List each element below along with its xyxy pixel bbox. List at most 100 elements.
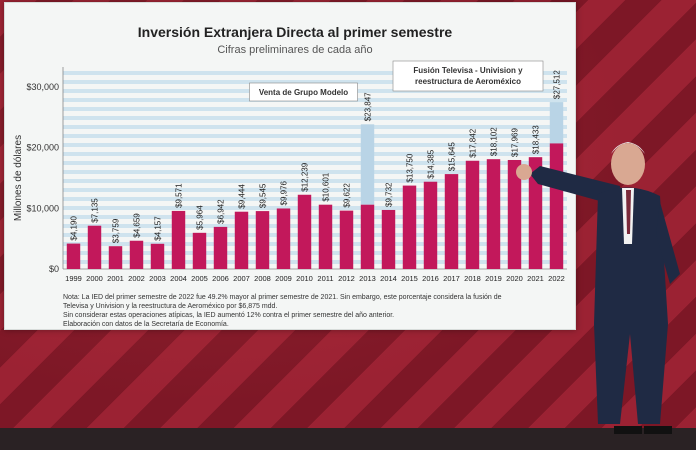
speaker-left-arm <box>656 202 680 284</box>
data-label-2007: $9,444 <box>238 184 247 209</box>
x-tick-label: 2002 <box>128 274 145 283</box>
bar-2007 <box>234 211 249 269</box>
chart-subtitle: Cifras preliminares de cada año <box>217 44 372 56</box>
bar-1999 <box>66 243 81 269</box>
speaker-hair <box>611 142 645 154</box>
bar-extraordinary-2013 <box>360 124 375 205</box>
x-tick-label: 2005 <box>191 274 208 283</box>
bar-2010 <box>297 194 312 269</box>
bar-extraordinary-2022 <box>549 102 564 144</box>
speaker-tie <box>626 190 631 234</box>
x-tick-label: 2019 <box>485 274 502 283</box>
data-label-2013: $23,847 <box>364 92 373 121</box>
x-tick-label: 2018 <box>464 274 481 283</box>
data-label-2004: $9,571 <box>175 183 184 208</box>
data-label-2017: $15,645 <box>448 142 457 171</box>
fdi-bar-chart: Inversión Extranjera Directa al primer s… <box>13 24 567 283</box>
bar-2021 <box>528 157 543 269</box>
bar-2011 <box>318 204 333 269</box>
x-tick-label: 1999 <box>65 274 82 283</box>
data-label-2015: $13,750 <box>406 153 415 182</box>
data-label-2022: $27,512 <box>553 70 562 99</box>
bar-2001 <box>108 246 123 269</box>
data-label-2018: $17,842 <box>469 128 478 157</box>
speaker-figure <box>516 142 680 434</box>
speaker-shoe <box>644 426 672 434</box>
y-tick-label: $10,000 <box>26 203 59 213</box>
data-label-2005: $5,964 <box>196 205 205 230</box>
x-tick-label: 2000 <box>86 274 103 283</box>
x-tick-label: 2013 <box>359 274 376 283</box>
presentation-screen: Inversión Extranjera Directa al primer s… <box>4 2 576 330</box>
bar-2014 <box>381 209 396 269</box>
data-label-2006: $6,942 <box>217 199 226 224</box>
bar-2003 <box>150 243 165 269</box>
x-tick-label: 2010 <box>296 274 313 283</box>
x-tick-label: 2009 <box>275 274 292 283</box>
x-tick-label: 2003 <box>149 274 166 283</box>
x-tick-label: 2008 <box>254 274 271 283</box>
bar-2018 <box>465 160 480 269</box>
y-tick-label: $20,000 <box>26 143 59 153</box>
x-tick-label: 2007 <box>233 274 250 283</box>
bar-2005 <box>192 232 207 269</box>
speaker-arm <box>530 166 620 206</box>
data-label-2012: $9,622 <box>343 183 352 208</box>
chart-title: Inversión Extranjera Directa al primer s… <box>138 24 453 40</box>
annotation-box-modelo <box>249 82 358 102</box>
x-tick-label: 2012 <box>338 274 355 283</box>
x-tick-label: 2017 <box>443 274 460 283</box>
bar-2004 <box>171 210 186 269</box>
note-line: Elaboración con datos de la Secretaría d… <box>63 321 229 328</box>
bar-2017 <box>444 174 459 269</box>
data-label-2011: $10,601 <box>322 172 331 201</box>
data-label-2002: $4,659 <box>133 213 142 238</box>
stage-floor <box>0 428 696 450</box>
data-label-2008: $9,545 <box>259 183 268 208</box>
x-tick-label: 2011 <box>317 274 333 283</box>
grid-lines <box>63 71 567 264</box>
data-label-2000: $7,135 <box>91 198 100 223</box>
y-tick-label: $30,000 <box>26 82 59 92</box>
x-tick-label: 2001 <box>107 274 124 283</box>
data-label-1999: $4,190 <box>70 216 79 241</box>
bar-2009 <box>276 208 291 269</box>
bar-2012 <box>339 210 354 269</box>
speaker-hand <box>516 164 532 180</box>
data-label-2010: $12,239 <box>301 162 310 191</box>
bar-2016 <box>423 181 438 269</box>
data-label-2003: $4,157 <box>154 216 163 241</box>
note-line: Nota: La IED del primer semestre de 2022… <box>63 294 502 301</box>
y-tick-label: $0 <box>49 264 59 274</box>
speaker-head <box>611 143 645 185</box>
x-tick-label: 2016 <box>422 274 439 283</box>
note-line: Televisa y Univision y la reestructura d… <box>63 303 278 310</box>
data-label-2021: $18,433 <box>532 125 541 154</box>
data-label-2014: $9,732 <box>385 182 394 207</box>
bar-2019 <box>486 159 501 269</box>
bar-2006 <box>213 226 228 269</box>
annotation-televisa-text: reestructura de Aeroméxico <box>415 77 521 86</box>
bar-2008 <box>255 211 270 269</box>
y-axis-label: Millones de dólares <box>13 135 24 221</box>
data-label-2019: $18,102 <box>490 127 499 156</box>
y-axis: $0 $10,000 $20,000 $30,000 <box>26 67 567 274</box>
annotation-modelo-text: Venta de Grupo Modelo <box>259 88 348 97</box>
speaker-suit <box>594 187 668 424</box>
bar-2015 <box>402 185 417 269</box>
data-label-2001: $3,759 <box>112 218 121 243</box>
x-tick-label: 2020 <box>506 274 523 283</box>
annotations: Venta de Grupo Modelo Fusión Televisa - U… <box>249 60 544 102</box>
bar-2002 <box>129 240 144 269</box>
bar-2000 <box>87 225 102 269</box>
x-tick-label: 2006 <box>212 274 229 283</box>
x-tick-label: 2022 <box>548 274 565 283</box>
data-label-2009: $9,976 <box>280 180 289 205</box>
x-tick-label: 2004 <box>170 274 187 283</box>
bar-2013 <box>360 204 375 269</box>
data-label-2016: $14,385 <box>427 149 436 178</box>
data-label-2020: $17,969 <box>511 128 520 157</box>
chart-note: Nota: La IED del primer semestre de 2022… <box>63 293 563 329</box>
speaker-shoe <box>614 426 642 434</box>
annotation-box-televisa <box>392 60 544 92</box>
